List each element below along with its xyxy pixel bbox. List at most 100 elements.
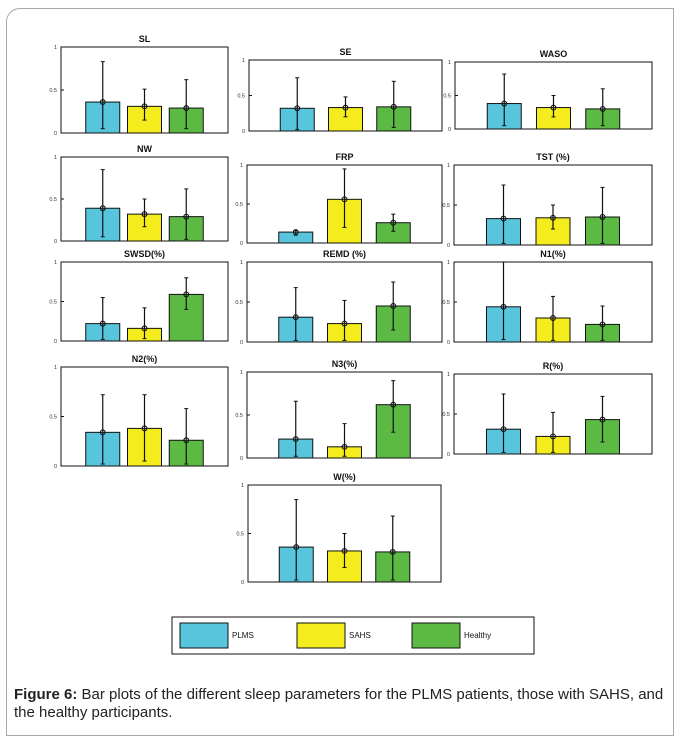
mean-marker <box>341 196 348 203</box>
mean-marker <box>599 105 606 112</box>
y-tick-label: 0 <box>54 239 57 245</box>
mean-marker <box>341 320 348 327</box>
mean-marker <box>183 213 190 220</box>
y-tick-label: 1 <box>240 370 243 376</box>
mean-marker <box>550 214 556 221</box>
mean-marker <box>141 211 148 218</box>
legend-swatch-healthy <box>411 622 461 649</box>
legend-swatch-plms <box>179 622 229 649</box>
y-tick-label: 1 <box>242 58 245 64</box>
mean-marker <box>390 219 397 226</box>
legend-label-plms: PLMS <box>232 631 254 640</box>
mean-marker <box>342 104 349 111</box>
panel-title: SL <box>139 34 151 44</box>
mean-marker <box>550 315 556 321</box>
mean-marker <box>141 103 148 110</box>
panel-r: R(%) 0 0.5 1 <box>442 361 653 458</box>
y-tick-label: 0.5 <box>236 532 244 538</box>
y-tick-label: 0.5 <box>235 300 243 306</box>
mean-marker <box>341 548 348 554</box>
panel-se: SE 0 0.5 1 <box>237 47 443 135</box>
figure-caption: Figure 6: Bar plots of the different sle… <box>14 686 669 722</box>
y-tick-label: 0 <box>241 580 244 586</box>
panel-title: R(%) <box>543 361 564 371</box>
mean-marker <box>599 214 606 220</box>
y-tick-label: 0 <box>447 452 450 458</box>
caption-text: Bar plots of the different sleep paramet… <box>14 686 664 721</box>
legend-box <box>171 616 535 655</box>
y-tick-label: 0 <box>448 127 451 133</box>
legend-label-sahs: SAHS <box>349 631 371 640</box>
legend: PLMS SAHS Healthy <box>171 616 535 655</box>
figure-frame <box>6 8 674 736</box>
y-tick-label: 0 <box>240 340 243 346</box>
panel-frp: FRP 0 0.5 1 <box>235 152 443 247</box>
y-tick-label: 0 <box>54 131 57 137</box>
panel-n3: N3(%) 0 0.5 1 <box>235 359 443 462</box>
y-tick-label: 0.5 <box>442 203 450 209</box>
legend-label-healthy: Healthy <box>464 631 491 640</box>
y-tick-label: 1 <box>241 483 244 489</box>
mean-marker <box>294 105 301 112</box>
y-tick-label: 1 <box>447 163 450 169</box>
panel-title: NW <box>137 144 152 154</box>
mean-marker <box>389 548 396 555</box>
panel-tst: TST (%) 0 0.5 1 <box>442 152 653 249</box>
y-tick-label: 0 <box>240 241 243 247</box>
y-tick-label: 1 <box>447 372 450 378</box>
legend-swatch-sahs <box>296 622 346 649</box>
mean-marker <box>99 205 106 212</box>
mean-marker <box>390 103 397 110</box>
y-tick-label: 0 <box>54 464 57 470</box>
mean-marker <box>390 303 397 309</box>
y-tick-label: 1 <box>240 163 243 169</box>
panel-n1: N1(%) 0 0.5 1 <box>442 249 653 346</box>
mean-marker <box>599 416 606 423</box>
y-tick-label: 0.5 <box>235 413 243 419</box>
y-tick-label: 0 <box>242 129 245 135</box>
panel-title: N3(%) <box>332 359 358 369</box>
y-tick-label: 1 <box>54 260 57 266</box>
panel-title: N2(%) <box>132 354 158 364</box>
y-tick-label: 1 <box>54 45 57 51</box>
y-tick-label: 0.5 <box>49 415 57 421</box>
mean-marker <box>99 320 106 327</box>
panel-w: W(%) 0 0.5 1 <box>236 472 442 586</box>
panel-waso: WASO 0 0.5 1 <box>443 49 653 133</box>
mean-marker <box>500 303 507 310</box>
mean-marker <box>141 425 148 432</box>
y-tick-label: 0.5 <box>443 94 451 100</box>
y-tick-label: 0.5 <box>49 88 57 94</box>
panel-title: SE <box>339 47 351 57</box>
mean-marker <box>500 426 507 433</box>
mean-marker <box>99 429 106 436</box>
panel-title: SWSD(%) <box>124 249 165 259</box>
mean-marker <box>183 105 190 112</box>
mean-marker <box>183 291 190 298</box>
caption-label: Figure 6: <box>14 686 78 703</box>
y-tick-label: 0 <box>240 456 243 462</box>
mean-marker <box>292 229 299 236</box>
panel-title: REMD (%) <box>323 249 366 259</box>
y-tick-label: 0.5 <box>49 197 57 203</box>
mean-marker <box>550 104 557 111</box>
y-tick-label: 0.5 <box>49 300 57 306</box>
mean-marker <box>183 437 190 444</box>
y-tick-label: 0.5 <box>237 94 245 100</box>
y-tick-label: 0 <box>54 339 57 345</box>
y-tick-label: 0 <box>447 340 450 346</box>
panel-title: W(%) <box>333 472 356 482</box>
panel-title: WASO <box>540 49 568 59</box>
y-tick-label: 1 <box>54 155 57 161</box>
bar-sahs <box>535 217 571 246</box>
mean-marker <box>550 433 556 440</box>
mean-marker <box>501 100 508 107</box>
y-tick-label: 1 <box>54 365 57 371</box>
panel-title: N1(%) <box>540 249 566 259</box>
y-tick-label: 0.5 <box>235 202 243 208</box>
panel-sl: SL 0 0.5 1 <box>49 34 229 137</box>
panel-title: FRP <box>336 152 354 162</box>
mean-marker <box>341 443 348 450</box>
mean-marker <box>293 544 300 551</box>
